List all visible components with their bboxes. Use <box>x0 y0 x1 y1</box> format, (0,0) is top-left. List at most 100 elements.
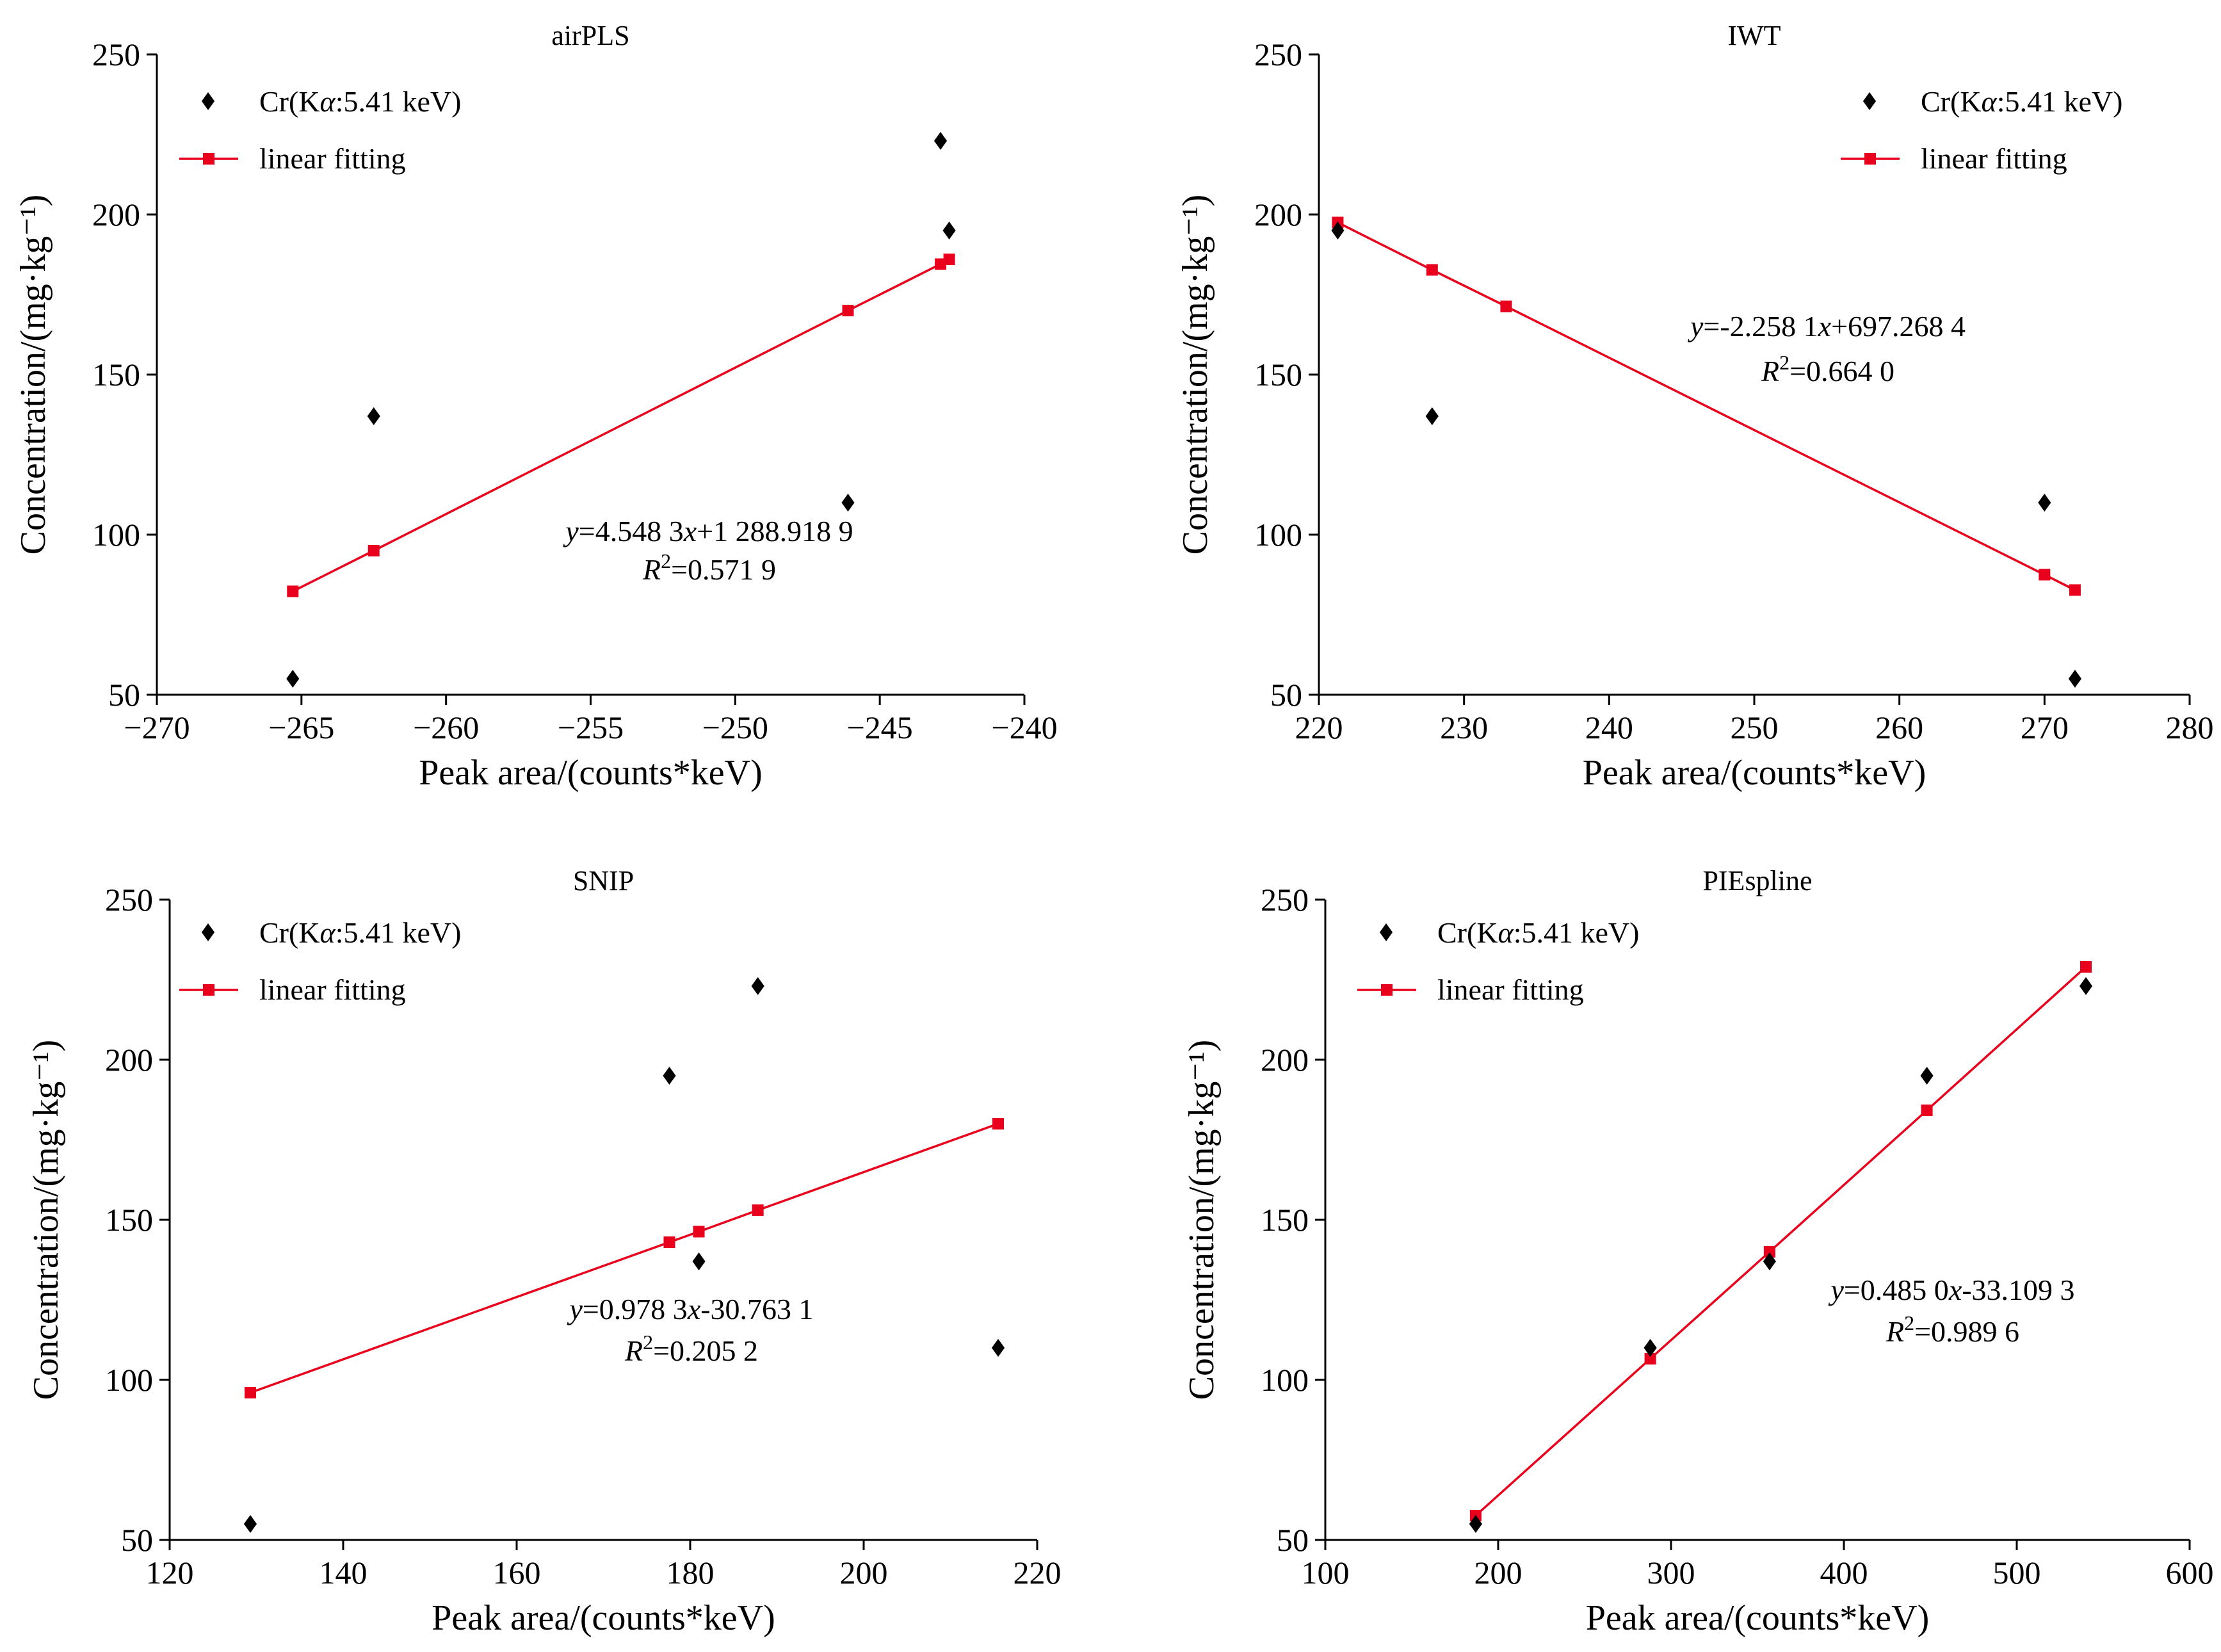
y-tick-label: 100 <box>105 1362 153 1398</box>
y-tick-label: 250 <box>1261 882 1309 918</box>
fit-equation: y=-2.258 1x+697.268 4 <box>1688 310 1966 343</box>
data-point <box>367 407 380 425</box>
legend: Cr(Kα:5.41 keV) linear fitting <box>1357 916 1639 1006</box>
y-axis-label: Concentration/(mg·kg⁻¹) <box>26 1040 66 1400</box>
fit-equation: y=0.485 0x-33.109 3 <box>1828 1274 2074 1306</box>
x-tick-label: −265 <box>268 709 334 745</box>
x-tick-label: 240 <box>1585 709 1633 745</box>
data-point <box>663 1067 676 1085</box>
legend: Cr(Kα:5.41 keV) linear fitting <box>179 85 461 175</box>
x-tick-label: 160 <box>493 1555 541 1591</box>
data-point <box>1331 222 1345 239</box>
x-tick-label: 300 <box>1647 1555 1695 1591</box>
r-squared: R2=0.205 2 <box>624 1331 758 1367</box>
fit-point <box>1921 1105 1933 1116</box>
data-point <box>933 132 948 150</box>
data-point <box>1469 1515 1482 1533</box>
fit-point <box>1500 300 1512 312</box>
y-tick-label: 50 <box>121 1522 153 1558</box>
y-tick-label: 150 <box>92 357 140 393</box>
y-tick-label: 100 <box>1261 1362 1309 1398</box>
y-tick-label: 150 <box>1254 357 1302 393</box>
y-tick-label: 50 <box>1277 1522 1309 1558</box>
legend-marker-fit <box>203 984 214 996</box>
legend-marker-fit <box>203 153 214 165</box>
x-tick-label: 220 <box>1014 1555 1062 1591</box>
fit-point <box>245 1387 257 1398</box>
fit-point <box>842 305 854 316</box>
fit-point <box>2069 584 2081 596</box>
legend-label-scatter: Cr(Kα:5.41 keV) <box>1921 85 2122 118</box>
x-tick-label: −245 <box>847 709 913 745</box>
chart-panel-iwt: IWT 50 100 150 200 250 220 230 240 250 260 270 280 Pe… <box>1175 20 2214 793</box>
y-tick-label: 200 <box>105 1042 153 1078</box>
fit-point <box>1426 264 1438 276</box>
x-tick-label: 600 <box>2166 1555 2214 1591</box>
fit-point <box>943 254 955 265</box>
fit-point <box>1644 1353 1656 1365</box>
y-tick-label: 100 <box>1254 517 1302 553</box>
y-axis-label: Concentration/(mg·kg⁻¹) <box>1182 1040 1222 1400</box>
x-tick-label: 250 <box>1731 709 1779 745</box>
data-point <box>2079 977 2093 995</box>
legend-label-scatter: Cr(Kα:5.41 keV) <box>259 85 461 118</box>
x-axis-label: Peak area/(counts*keV) <box>1586 1598 1929 1638</box>
fit-point <box>752 1204 764 1216</box>
legend-label-fit: linear fitting <box>259 142 406 175</box>
fit-point <box>367 545 380 556</box>
legend-marker-scatter <box>201 923 215 941</box>
fit-line <box>1474 966 2087 1517</box>
y-tick-label: 200 <box>1254 197 1302 232</box>
x-tick-label: 180 <box>666 1555 715 1591</box>
y-axis-label: Concentration/(mg·kg⁻¹) <box>1175 195 1215 555</box>
data-point <box>1763 1252 1776 1270</box>
legend-marker-fit <box>1864 153 1876 165</box>
data-point <box>1425 407 1439 425</box>
data-point <box>1644 1339 1657 1357</box>
fit-point <box>663 1236 675 1248</box>
fit-point <box>992 1118 1005 1130</box>
fit-point <box>935 258 947 270</box>
data-point <box>991 1339 1005 1357</box>
legend-label-scatter: Cr(Kα:5.41 keV) <box>1437 916 1639 949</box>
data-point <box>692 1252 706 1270</box>
data-point <box>841 494 855 512</box>
legend-marker-scatter <box>1862 92 1877 110</box>
legend: Cr(Kα:5.41 keV) linear fitting <box>1841 85 2122 175</box>
x-tick-label: 230 <box>1440 709 1488 745</box>
x-tick-label: −260 <box>413 709 479 745</box>
fit-point <box>287 585 299 597</box>
fit-line <box>1337 221 2076 592</box>
data-point <box>2038 494 2051 512</box>
y-tick-label: 50 <box>108 677 140 713</box>
x-tick-label: 280 <box>2166 709 2214 745</box>
x-tick-label: −270 <box>124 709 190 745</box>
y-tick-label: 100 <box>92 517 140 553</box>
legend-marker-fit <box>1381 984 1393 996</box>
data-point <box>243 1515 257 1533</box>
x-axis-label: Peak area/(counts*keV) <box>419 753 762 793</box>
x-tick-label: 100 <box>1302 1555 1350 1591</box>
x-axis-label: Peak area/(counts*keV) <box>1583 753 1926 793</box>
x-tick-label: −240 <box>991 709 1057 745</box>
fit-point <box>2039 569 2051 581</box>
x-tick-label: 120 <box>146 1555 194 1591</box>
legend-label-fit: linear fitting <box>1437 973 1584 1006</box>
x-tick-label: 400 <box>1820 1555 1868 1591</box>
r-squared: R2=0.664 0 <box>1761 351 1894 387</box>
y-tick-label: 200 <box>92 197 140 232</box>
data-point <box>1920 1067 1934 1085</box>
x-tick-label: 200 <box>840 1555 888 1591</box>
fit-point <box>2080 961 2092 973</box>
chart-title: PIEspline <box>1702 865 1812 896</box>
fit-equation: y=0.978 3x-30.763 1 <box>567 1293 813 1325</box>
y-tick-label: 250 <box>92 36 140 72</box>
chart-panel-snip: SNIP 50 100 150 200 250 120 140 160 180 200 220 Peak… <box>26 865 1062 1638</box>
y-tick-label: 250 <box>105 882 153 918</box>
x-tick-label: 220 <box>1295 709 1343 745</box>
legend-label-fit: linear fitting <box>1921 142 2067 175</box>
y-tick-label: 200 <box>1261 1042 1309 1078</box>
